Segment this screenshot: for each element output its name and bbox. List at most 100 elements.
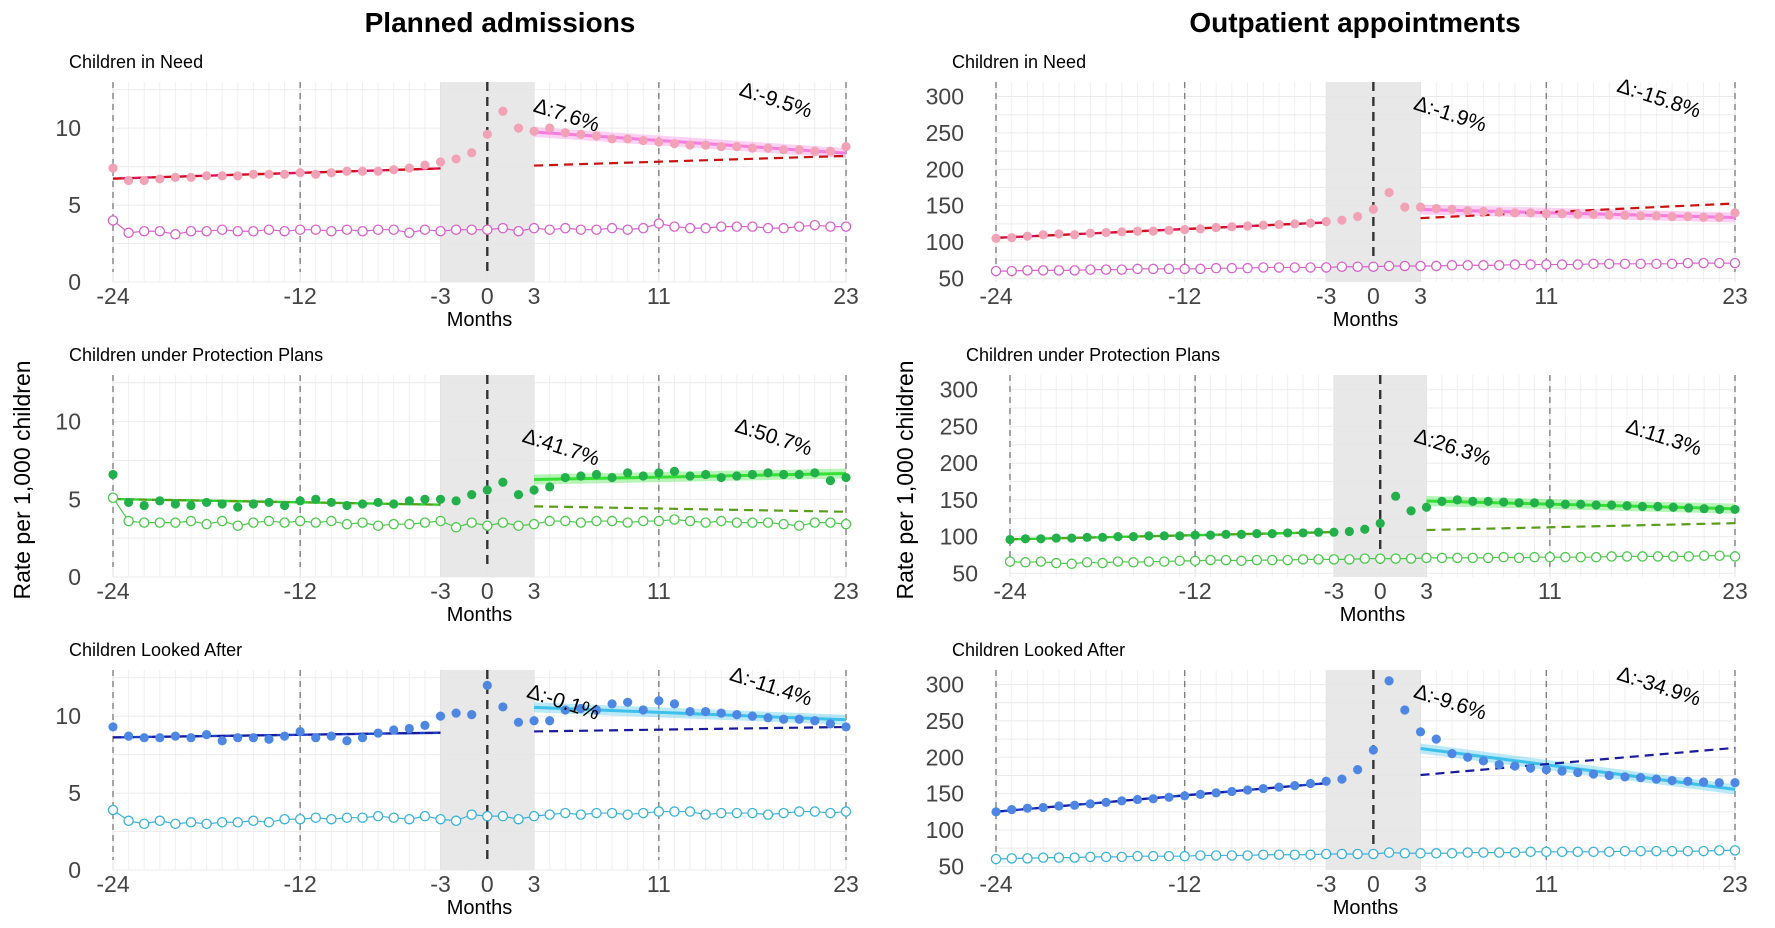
data-point [623, 134, 633, 144]
control-point [1729, 551, 1741, 562]
data-point [1211, 222, 1221, 233]
y-tick-label: 50 [938, 853, 964, 879]
panel-title: Children under Protection Plans [966, 345, 1220, 365]
control-point [684, 515, 696, 527]
data-point [1714, 212, 1724, 222]
x-tick-label: 11 [1538, 578, 1562, 604]
data-point [1437, 496, 1447, 506]
data-point [1274, 782, 1284, 792]
control-point [793, 221, 805, 232]
control-point [419, 517, 431, 528]
data-point [560, 128, 570, 138]
y-tick-label: 5 [68, 780, 81, 806]
data-point [435, 494, 446, 504]
control-point [310, 812, 321, 823]
control-point [341, 224, 353, 235]
control-point [1525, 846, 1536, 858]
x-tick-label: 11 [647, 578, 671, 604]
data-point [1128, 532, 1139, 542]
data-point [825, 719, 836, 729]
control-point [497, 222, 509, 234]
x-tick-label: -3 [430, 578, 450, 604]
data-point [810, 146, 820, 156]
data-point [1384, 187, 1394, 198]
control-point [840, 806, 852, 817]
control-point [1163, 263, 1175, 275]
control-point [1143, 556, 1155, 567]
control-point [809, 517, 821, 528]
data-point [1132, 794, 1143, 805]
control-point [1729, 257, 1741, 269]
data-point [560, 472, 570, 483]
control-point [653, 218, 665, 229]
data-point [467, 710, 477, 720]
data-point [1375, 518, 1385, 528]
data-point [264, 734, 274, 744]
control-point [232, 817, 244, 828]
data-point [1144, 531, 1154, 541]
x-tick-label: -3 [1324, 578, 1344, 604]
control-point [1635, 845, 1646, 857]
data-point [1274, 219, 1284, 230]
control-point [747, 807, 758, 819]
control-point [450, 522, 462, 533]
percent-change-annotation: Δ:-9.6% [1411, 680, 1489, 725]
control-point [1035, 556, 1047, 567]
data-point [991, 233, 1001, 243]
control-point [1446, 848, 1458, 859]
data-point [1022, 231, 1033, 241]
data-point [716, 708, 726, 718]
y-tick-label: 5 [68, 192, 81, 218]
control-point [1179, 850, 1190, 862]
control-point [1651, 258, 1662, 270]
data-point [1337, 215, 1347, 225]
control-point [731, 807, 743, 819]
data-point [155, 174, 165, 184]
data-point [373, 166, 383, 176]
control-point [138, 818, 150, 830]
control-point [1575, 551, 1586, 563]
control-point [1714, 845, 1725, 856]
x-tick-label: -24 [979, 283, 1012, 309]
control-point [1637, 551, 1648, 562]
control-point [138, 225, 150, 237]
control-point [700, 222, 711, 234]
control-point [990, 853, 1002, 865]
x-axis-label: Months [1333, 897, 1399, 919]
data-point [482, 485, 492, 495]
data-point [794, 714, 804, 724]
control-point [513, 813, 524, 825]
data-point [1525, 208, 1536, 218]
data-point [794, 469, 804, 480]
control-point [1621, 551, 1633, 562]
control-point [1729, 845, 1741, 856]
control-point [825, 517, 836, 528]
control-point [1493, 260, 1505, 271]
data-point [1070, 230, 1080, 240]
control-point [1006, 265, 1017, 277]
control-point [1619, 845, 1631, 857]
control-point [1242, 850, 1253, 861]
data-point [1020, 534, 1031, 544]
control-point [294, 515, 306, 527]
control-point [279, 517, 290, 528]
control-point [715, 221, 727, 232]
control-point [1022, 265, 1033, 276]
x-tick-label: 0 [1374, 578, 1387, 604]
data-point [217, 499, 227, 509]
control-point [684, 806, 696, 817]
y-axis-label-right: Rate per 1,000 children [892, 360, 918, 599]
control-point [1635, 258, 1646, 270]
data-point [295, 496, 305, 506]
control-point [1147, 263, 1159, 275]
data-point [1683, 776, 1693, 786]
data-point [1415, 202, 1426, 212]
data-point [357, 166, 368, 176]
data-point [779, 469, 789, 480]
control-point [825, 221, 836, 232]
data-point [1054, 229, 1064, 239]
data-point [435, 157, 446, 167]
data-point [513, 490, 524, 500]
percent-change-annotation: Δ:-34.9% [1614, 662, 1703, 711]
control-point [1066, 558, 1077, 570]
